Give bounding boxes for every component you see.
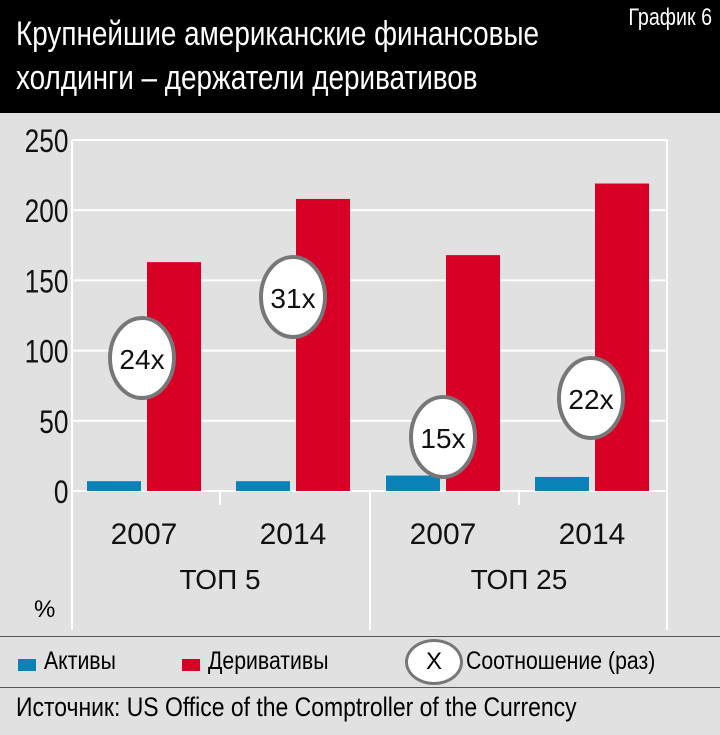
bar-assets xyxy=(535,476,589,491)
ratio-bubble xyxy=(409,395,477,479)
source-note: Источник: US Office of the Comptroller o… xyxy=(16,692,577,722)
ratio-label: 15x xyxy=(420,423,465,454)
chart-number: График 6 xyxy=(628,4,712,31)
group-label: ТОП 5 xyxy=(179,564,260,595)
ratio-label: 24x xyxy=(119,344,164,375)
legend-label-assets: Активы xyxy=(44,647,116,675)
group-label: ТОП 25 xyxy=(471,564,568,595)
chart-header: Крупнейшие американские финансовые холди… xyxy=(0,0,720,113)
y-tick-label: 0 xyxy=(54,476,69,511)
bar-derivatives xyxy=(595,183,649,492)
bar-derivatives xyxy=(296,198,350,491)
x-tick-label: 2014 xyxy=(559,518,626,551)
ratio-label: 31x xyxy=(270,283,315,314)
legend-swatch-derivatives xyxy=(182,659,200,671)
x-tick-label: 2014 xyxy=(260,518,327,551)
x-tick-label: 2007 xyxy=(111,518,178,551)
legend: Активы Деривативы X Соотношение (раз) xyxy=(0,636,720,688)
bar-assets xyxy=(87,481,141,491)
legend-label-derivatives: Деривативы xyxy=(208,647,329,675)
legend-label-ratio: Соотношение (раз) xyxy=(466,647,656,675)
legend-swatch-assets xyxy=(18,659,36,671)
x-tick-label: 2007 xyxy=(410,518,477,551)
legend-ratio-symbol: X xyxy=(405,639,463,685)
bar-assets xyxy=(386,475,440,491)
y-tick-label: 100 xyxy=(25,335,69,370)
ratio-bubble xyxy=(259,255,327,339)
ratio-bubble xyxy=(557,356,625,440)
y-tick-label: 150 xyxy=(25,265,69,300)
y-tick-label: 250 xyxy=(25,125,69,160)
ratio-label: 22x xyxy=(568,384,613,415)
bar-chart: 0 50 100 150 200 250 2007 24x 2014 31x 2007 15x 2014… xyxy=(25,125,668,630)
bar-assets xyxy=(236,481,290,491)
y-tick-label: 50 xyxy=(39,405,68,440)
y-tick-label: 200 xyxy=(25,195,69,230)
ratio-bubble xyxy=(108,316,176,400)
y-axis-unit: % xyxy=(34,596,56,623)
chart-title: Крупнейшие американские финансовые холди… xyxy=(16,15,540,97)
